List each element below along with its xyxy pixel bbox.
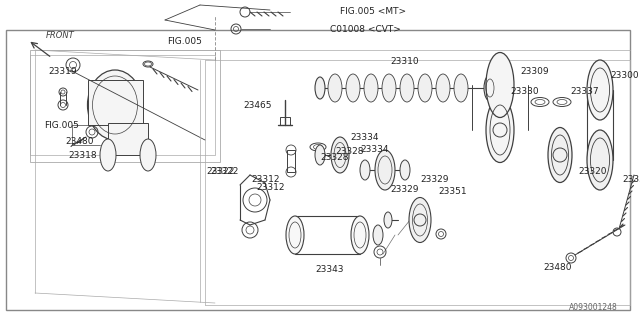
Text: 23328: 23328 bbox=[320, 154, 349, 163]
Text: 23329: 23329 bbox=[390, 186, 419, 195]
Text: 23334: 23334 bbox=[360, 146, 388, 155]
Text: 23330: 23330 bbox=[511, 87, 540, 97]
Text: C01008 <CVT>: C01008 <CVT> bbox=[330, 25, 401, 34]
Ellipse shape bbox=[382, 74, 396, 102]
Bar bbox=[287, 150, 295, 172]
Ellipse shape bbox=[454, 74, 468, 102]
Ellipse shape bbox=[587, 60, 613, 120]
Ellipse shape bbox=[364, 74, 378, 102]
Ellipse shape bbox=[486, 98, 514, 163]
Text: 23310: 23310 bbox=[390, 58, 419, 67]
Ellipse shape bbox=[346, 74, 360, 102]
Text: 23312: 23312 bbox=[257, 183, 285, 193]
Ellipse shape bbox=[328, 74, 342, 102]
Text: FRONT: FRONT bbox=[45, 30, 74, 39]
Text: 23465: 23465 bbox=[243, 100, 272, 109]
Text: 23480: 23480 bbox=[65, 138, 93, 147]
Text: 23329: 23329 bbox=[420, 175, 449, 185]
Ellipse shape bbox=[88, 70, 143, 140]
Ellipse shape bbox=[484, 75, 496, 101]
Text: 23351: 23351 bbox=[438, 188, 467, 196]
Text: 23322: 23322 bbox=[210, 167, 238, 177]
Ellipse shape bbox=[315, 145, 325, 165]
Ellipse shape bbox=[140, 139, 156, 171]
Ellipse shape bbox=[418, 74, 432, 102]
Bar bbox=[30, 55, 215, 155]
Ellipse shape bbox=[351, 216, 369, 254]
Ellipse shape bbox=[286, 216, 304, 254]
Bar bbox=[30, 50, 220, 162]
Text: 23337: 23337 bbox=[570, 87, 598, 97]
Text: 23339: 23339 bbox=[622, 175, 640, 185]
Text: 23320: 23320 bbox=[578, 167, 607, 177]
Ellipse shape bbox=[360, 160, 370, 180]
Ellipse shape bbox=[373, 225, 383, 245]
Text: 23300: 23300 bbox=[610, 70, 639, 79]
Ellipse shape bbox=[400, 74, 414, 102]
Text: FIG.005: FIG.005 bbox=[167, 37, 202, 46]
Text: A093001248: A093001248 bbox=[569, 303, 618, 312]
Ellipse shape bbox=[436, 74, 450, 102]
Text: 23309: 23309 bbox=[520, 68, 548, 76]
Bar bbox=[108, 123, 148, 155]
Ellipse shape bbox=[384, 212, 392, 228]
Ellipse shape bbox=[315, 77, 325, 99]
Text: 23318: 23318 bbox=[68, 150, 97, 159]
Bar bbox=[6, 30, 630, 310]
Ellipse shape bbox=[409, 197, 431, 243]
Text: FIG.005: FIG.005 bbox=[44, 121, 79, 130]
Bar bbox=[280, 117, 290, 125]
Text: 23312: 23312 bbox=[252, 175, 280, 185]
Ellipse shape bbox=[486, 52, 514, 117]
Text: 23343: 23343 bbox=[316, 266, 344, 275]
Ellipse shape bbox=[548, 127, 572, 182]
Ellipse shape bbox=[375, 150, 395, 190]
Text: 23319: 23319 bbox=[48, 68, 77, 76]
Text: 23322: 23322 bbox=[207, 167, 235, 177]
Text: 23334: 23334 bbox=[350, 133, 378, 142]
Text: FIG.005 <MT>: FIG.005 <MT> bbox=[340, 7, 406, 17]
Bar bbox=[88, 80, 143, 125]
Text: 23480: 23480 bbox=[544, 263, 572, 273]
Ellipse shape bbox=[331, 137, 349, 173]
Ellipse shape bbox=[587, 130, 613, 190]
Text: 23328: 23328 bbox=[335, 148, 364, 156]
Ellipse shape bbox=[400, 160, 410, 180]
Ellipse shape bbox=[100, 139, 116, 171]
